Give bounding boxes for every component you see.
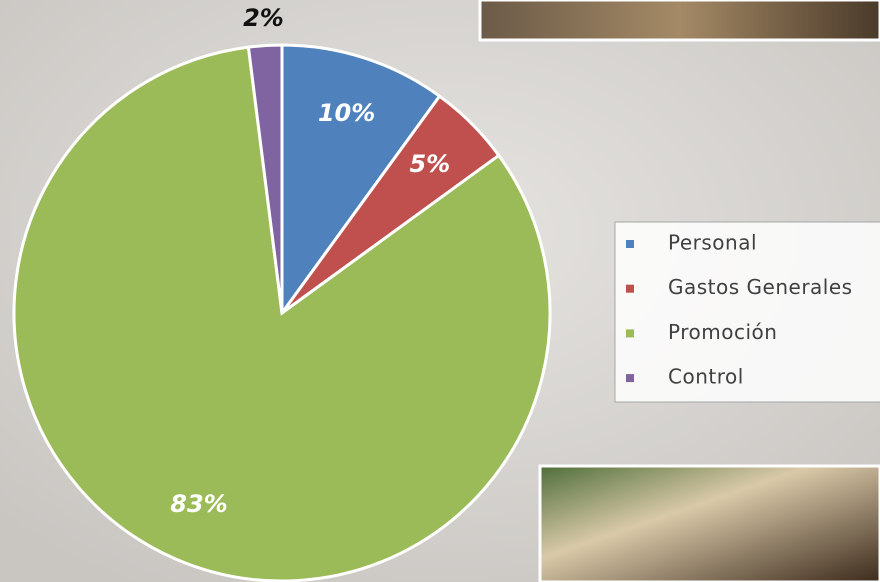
photo	[538, 464, 880, 582]
data-label: 83%	[170, 490, 227, 518]
legend-label: Promoción	[668, 320, 777, 344]
legend-marker	[626, 284, 634, 293]
legend-marker	[626, 240, 634, 248]
legend-marker	[626, 329, 634, 338]
data-label: 2%	[243, 4, 284, 32]
pie-slice	[246, 43, 284, 314]
data-label: 5%	[409, 150, 450, 178]
legend-label: Gastos Generales	[668, 275, 853, 299]
legend-box	[614, 221, 880, 403]
legend-marker	[626, 374, 634, 383]
legend-label: Personal	[668, 231, 757, 255]
pie-slice	[12, 45, 552, 582]
data-label: 10%	[318, 99, 375, 127]
legend-label: Control	[668, 365, 744, 389]
pie-slice	[280, 43, 442, 318]
photo	[478, 0, 880, 42]
